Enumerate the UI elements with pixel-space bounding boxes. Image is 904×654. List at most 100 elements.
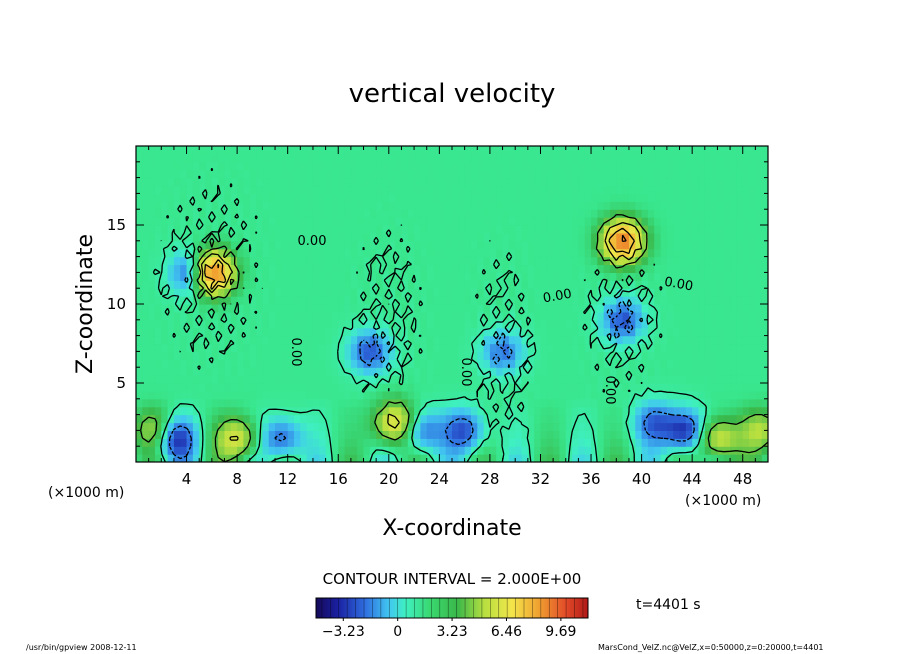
heatmap-cell	[704, 367, 712, 376]
heatmap-cell	[445, 406, 453, 416]
heatmap-cell	[527, 367, 535, 376]
heatmap-cell	[483, 383, 491, 392]
heatmap-cell	[350, 343, 358, 352]
heatmap-cell	[331, 248, 339, 258]
heatmap-cell	[666, 398, 674, 408]
heatmap-cell	[294, 398, 301, 408]
heatmap-cell	[616, 383, 624, 392]
heatmap-cell	[610, 359, 617, 368]
heatmap-cell	[199, 406, 207, 416]
heatmap-cell	[540, 248, 548, 258]
heatmap-cell	[508, 280, 516, 289]
heatmap-cell	[749, 256, 756, 266]
heatmap-cell	[730, 351, 737, 360]
heatmap-cell	[502, 240, 510, 250]
heatmap-cell	[275, 359, 282, 368]
heatmap-cell	[730, 367, 737, 376]
heatmap-cell	[256, 446, 263, 455]
heatmap-cell	[470, 201, 478, 210]
heatmap-cell	[565, 430, 573, 439]
heatmap-cell	[458, 430, 466, 439]
heatmap-cell	[281, 438, 289, 447]
heatmap-cell	[572, 193, 579, 202]
heatmap-cell	[294, 406, 301, 416]
heatmap-cell	[489, 232, 497, 242]
heatmap-cell	[237, 169, 245, 179]
heatmap-cell	[275, 169, 282, 179]
heatmap-cell	[192, 153, 200, 163]
heatmap-cell	[376, 232, 384, 242]
heatmap-cell	[243, 209, 251, 218]
heatmap-cell	[281, 288, 289, 297]
heatmap-cell	[382, 240, 390, 250]
heatmap-cell	[414, 398, 421, 408]
heatmap-cell	[369, 232, 377, 242]
heatmap-cell	[376, 406, 384, 416]
heatmap-cell	[628, 446, 636, 455]
heatmap-cell	[496, 367, 504, 376]
heatmap-cell	[730, 240, 737, 250]
colorbar: −3.23 0 3.23 6.46 9.69	[315, 597, 589, 640]
heatmap-cell	[142, 240, 150, 250]
heatmap-cell	[641, 454, 649, 462]
heatmap-cell	[559, 327, 567, 337]
heatmap-cell	[154, 454, 162, 462]
heatmap-cell	[237, 359, 245, 368]
heatmap-cell	[489, 217, 497, 226]
heatmap-cell	[723, 185, 731, 194]
heatmap-cell	[647, 319, 655, 329]
heatmap-cell	[199, 311, 207, 321]
heatmap-cell	[591, 383, 598, 392]
heatmap-cell	[692, 438, 700, 447]
heatmap-cell	[584, 311, 592, 321]
heatmap-cell	[704, 446, 712, 455]
heatmap-cell	[704, 304, 712, 313]
heatmap-cell	[414, 367, 421, 376]
heatmap-cell	[433, 327, 440, 337]
heatmap-cell	[420, 406, 428, 416]
heatmap-cell	[685, 256, 693, 266]
heatmap-cell	[654, 248, 662, 258]
heatmap-cell	[685, 146, 693, 155]
heatmap-cell	[205, 414, 213, 424]
heatmap-cell	[268, 280, 276, 289]
heatmap-cell	[249, 240, 257, 250]
heatmap-cell	[559, 232, 567, 242]
heatmap-cell	[287, 201, 295, 210]
heatmap-cell	[717, 272, 725, 281]
heatmap-cell	[218, 375, 226, 384]
heatmap-cell	[591, 304, 598, 313]
heatmap-cell	[489, 248, 497, 258]
heatmap-cell	[723, 438, 731, 447]
heatmap-cell	[742, 304, 750, 313]
heatmap-cell	[496, 185, 504, 194]
heatmap-cell	[723, 209, 731, 218]
heatmap-cell	[237, 454, 245, 462]
heatmap-cell	[584, 288, 592, 297]
heatmap-cell	[508, 327, 516, 337]
heatmap-cell	[496, 422, 504, 431]
heatmap-cell	[344, 311, 352, 321]
heatmap-cell	[312, 367, 320, 376]
heatmap-cell	[742, 272, 750, 281]
heatmap-cell	[521, 217, 529, 226]
heatmap-cell	[508, 351, 516, 360]
heatmap-cell	[679, 169, 687, 179]
heatmap-cell	[527, 264, 535, 273]
heatmap-cell	[211, 153, 219, 163]
heatmap-cell	[717, 146, 725, 155]
heatmap-cell	[192, 319, 200, 329]
heatmap-cell	[452, 351, 459, 360]
heatmap-cell	[749, 193, 756, 202]
heatmap-cell	[749, 430, 756, 439]
heatmap-cell	[319, 225, 327, 234]
heatmap-cell	[439, 438, 447, 447]
heatmap-cell	[559, 153, 567, 163]
heatmap-cell	[496, 375, 504, 384]
heatmap-cell	[641, 446, 649, 455]
heatmap-cell	[382, 280, 390, 289]
heatmap-cell	[736, 430, 744, 439]
heatmap-cell	[521, 438, 529, 447]
heatmap-cell	[742, 217, 750, 226]
heatmap-cell	[578, 288, 586, 297]
